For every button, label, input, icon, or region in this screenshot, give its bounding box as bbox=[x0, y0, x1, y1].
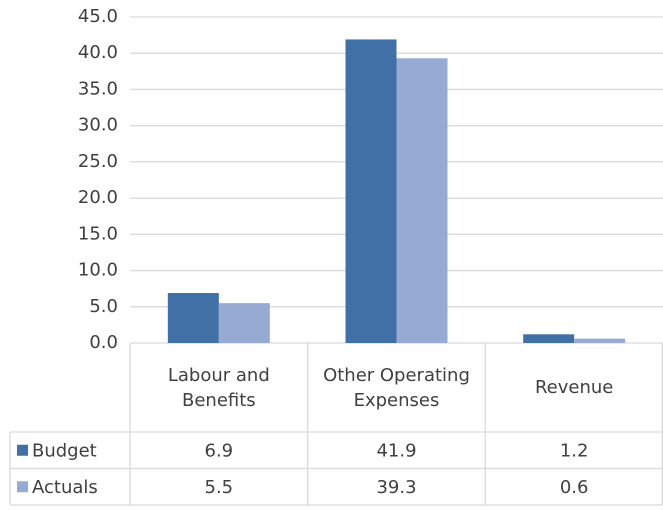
table-value: 41.9 bbox=[376, 440, 416, 461]
x-tick-label: Labour and Benefits bbox=[167, 364, 270, 411]
bar bbox=[218, 303, 270, 343]
y-tick-label: 30.0 bbox=[78, 115, 118, 136]
y-tick-label: 20.0 bbox=[78, 187, 118, 208]
y-tick-label: 10.0 bbox=[78, 260, 118, 281]
table-value: 1.2 bbox=[560, 440, 589, 461]
legend-label: Actuals bbox=[32, 477, 98, 498]
bar bbox=[167, 293, 219, 343]
y-tick-label: 35.0 bbox=[78, 78, 118, 99]
y-tick-label: 25.0 bbox=[78, 151, 118, 172]
y-tick-label: 0.0 bbox=[89, 332, 118, 353]
table-value: 0.6 bbox=[560, 477, 589, 498]
y-tick-label: 40.0 bbox=[78, 42, 118, 63]
table-value: 39.3 bbox=[376, 477, 416, 498]
y-tick-label: 5.0 bbox=[89, 296, 118, 317]
y-tick-label: 15.0 bbox=[78, 223, 118, 244]
table-value: 5.5 bbox=[205, 477, 234, 498]
x-tick-label: Other Operating Expenses bbox=[323, 364, 470, 411]
bar bbox=[396, 58, 448, 343]
bar bbox=[574, 338, 626, 343]
bar bbox=[345, 39, 397, 344]
x-tick-label: Revenue bbox=[534, 377, 614, 398]
legend-swatch bbox=[17, 481, 28, 493]
legend-swatch bbox=[17, 444, 28, 456]
table-value: 6.9 bbox=[205, 440, 234, 461]
legend-label: Budget bbox=[32, 440, 97, 461]
bar bbox=[523, 334, 575, 343]
y-tick-label: 45.0 bbox=[78, 6, 118, 27]
